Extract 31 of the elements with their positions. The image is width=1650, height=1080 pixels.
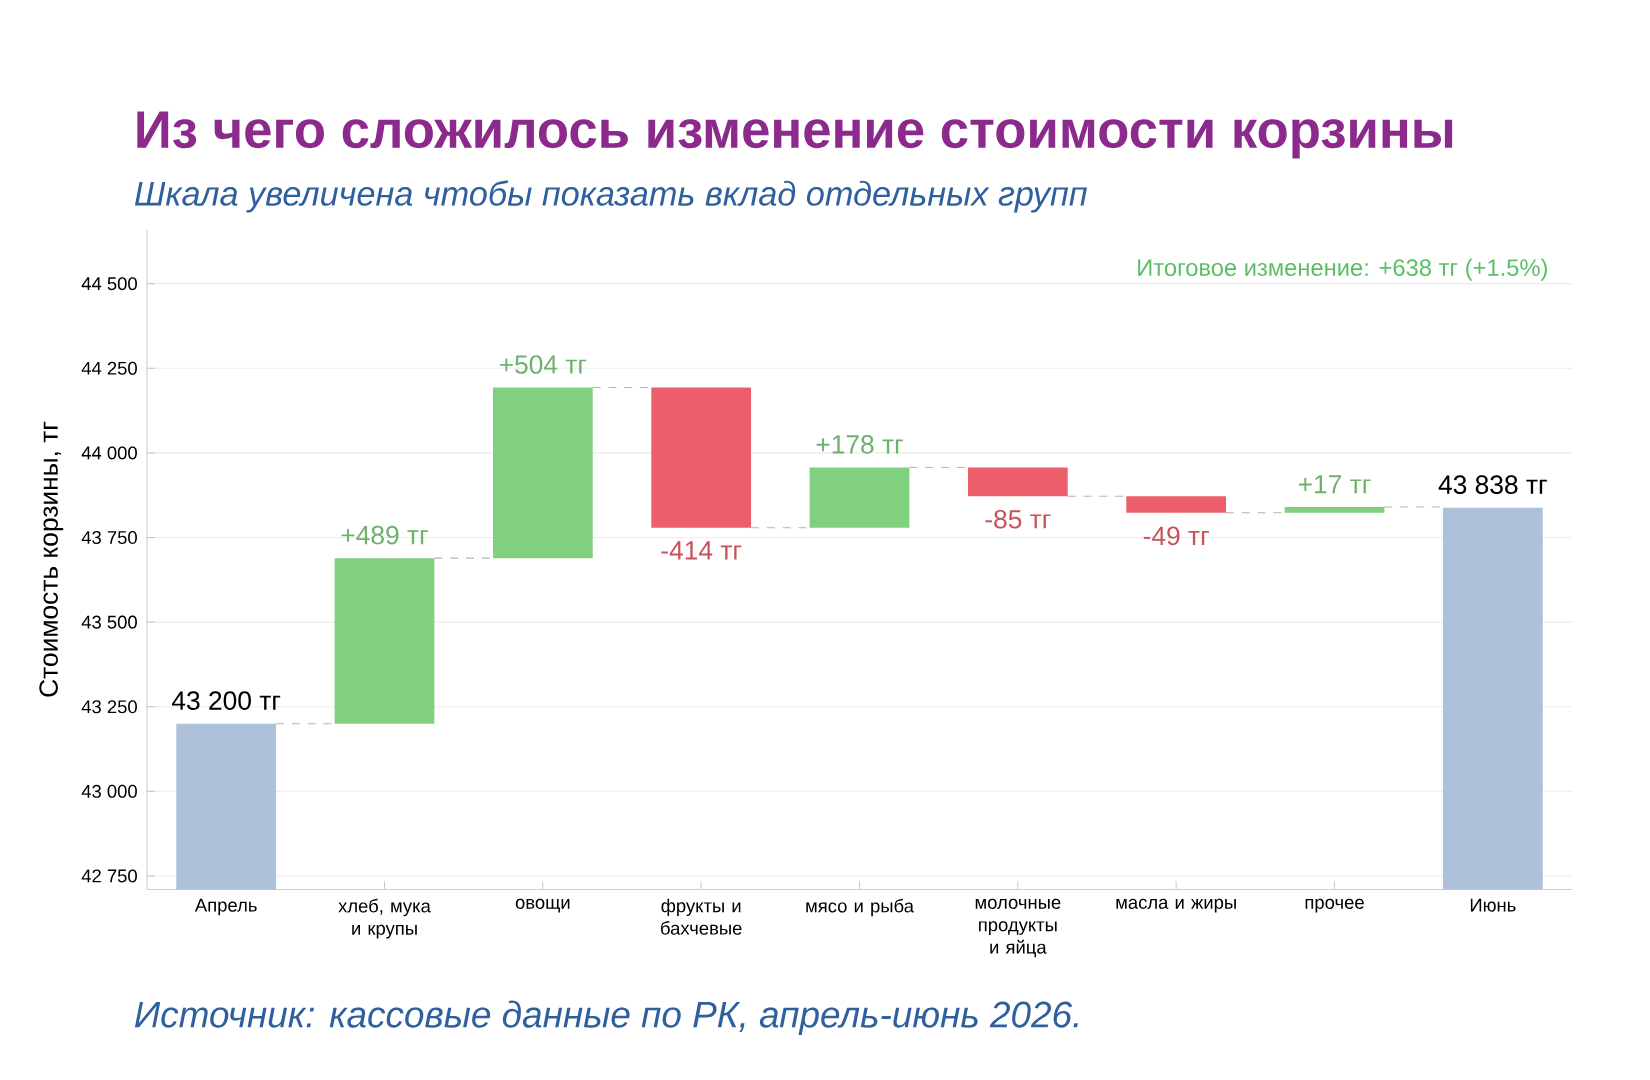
x-tick-label: фрукты и бахчевые — [661, 898, 742, 935]
data-label: -414 тг — [661, 541, 742, 560]
data-label: -85 тг — [985, 509, 1051, 529]
y-tick-label: 44 000 — [81, 446, 137, 460]
chart-subtitle: Шкала увеличена чтобы показать вклад отдельных групп — [134, 180, 1087, 213]
y-tick-label: 44 500 — [81, 277, 137, 291]
y-tick-label: 43 250 — [81, 700, 137, 714]
y-tick-label: 43 500 — [81, 615, 137, 629]
data-label: 43 200 тг — [171, 691, 281, 710]
annotation: Итоговое изменение: +638 тг (+1.5%) — [1138, 258, 1547, 281]
y-tick-label: 43 750 — [81, 530, 137, 545]
x-tick-label: масла и жиры — [1116, 898, 1236, 913]
chart-title: Из чего сложилось изменение стоимости корзины — [137, 111, 1453, 159]
x-tick-label: мясо и рыба — [806, 898, 914, 917]
x-tick-label: хлеб, мука и крупы — [338, 898, 431, 939]
y-tick-label: 42 750 — [81, 869, 137, 883]
data-label: 43 838 тг — [1438, 475, 1547, 494]
x-tick-label: Апрель — [194, 898, 257, 916]
y-tick-label: 44 250 — [81, 361, 137, 375]
x-tick-label: прочее — [1305, 898, 1364, 913]
x-tick-label: Июнь — [1470, 898, 1516, 912]
data-label: -49 тг — [1143, 526, 1209, 546]
x-tick-label: овощи — [515, 898, 570, 913]
y-axis-title: Стоимость корзины, тг — [39, 421, 64, 697]
data-label: +178 тг — [816, 435, 903, 454]
text: Источник: кассовые данные по РК, апрель-июнь 2026. — [134, 1000, 1078, 1035]
data-label: +504 тг — [499, 355, 587, 374]
y-tick-label: 43 000 — [81, 784, 137, 798]
x-tick-label: молочные продукты и яйца — [975, 898, 1061, 958]
data-label: +17 тг — [1298, 475, 1371, 494]
data-label: +489 тг — [341, 525, 428, 545]
